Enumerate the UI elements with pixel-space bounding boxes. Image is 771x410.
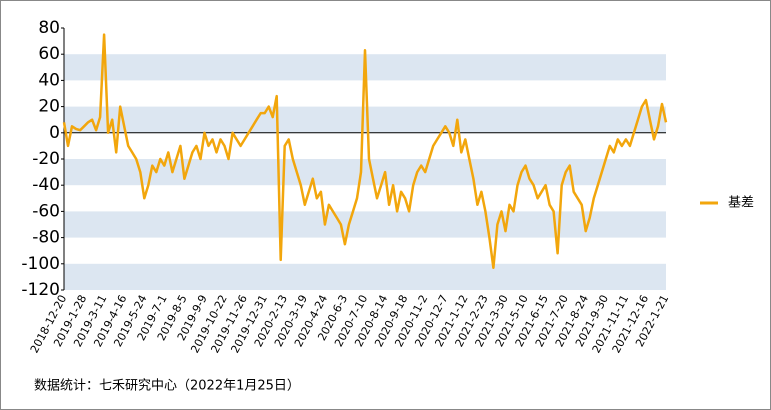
y-tick-label: 80 — [38, 18, 60, 38]
grid-band — [64, 211, 666, 238]
y-tick-label: -100 — [21, 254, 60, 274]
y-tick-label: -120 — [21, 280, 60, 300]
data-line — [62, 33, 668, 269]
grid-band — [64, 263, 666, 290]
y-tick-label: 0 — [49, 123, 60, 143]
y-tick-label: 60 — [38, 44, 60, 64]
y-tick-label: -20 — [32, 149, 60, 169]
y-tick-label: -60 — [32, 201, 60, 221]
grid-band — [64, 159, 666, 186]
source-note: 数据统计：七禾研究中心（2022年1月25日） — [34, 379, 300, 394]
y-tick-label: -40 — [32, 175, 60, 195]
y-tick-label: 40 — [38, 70, 60, 90]
legend-label: 基差 — [728, 196, 754, 211]
grid-band — [64, 106, 666, 133]
y-tick-label: -80 — [32, 228, 60, 248]
y-tick-label: 20 — [38, 97, 60, 117]
